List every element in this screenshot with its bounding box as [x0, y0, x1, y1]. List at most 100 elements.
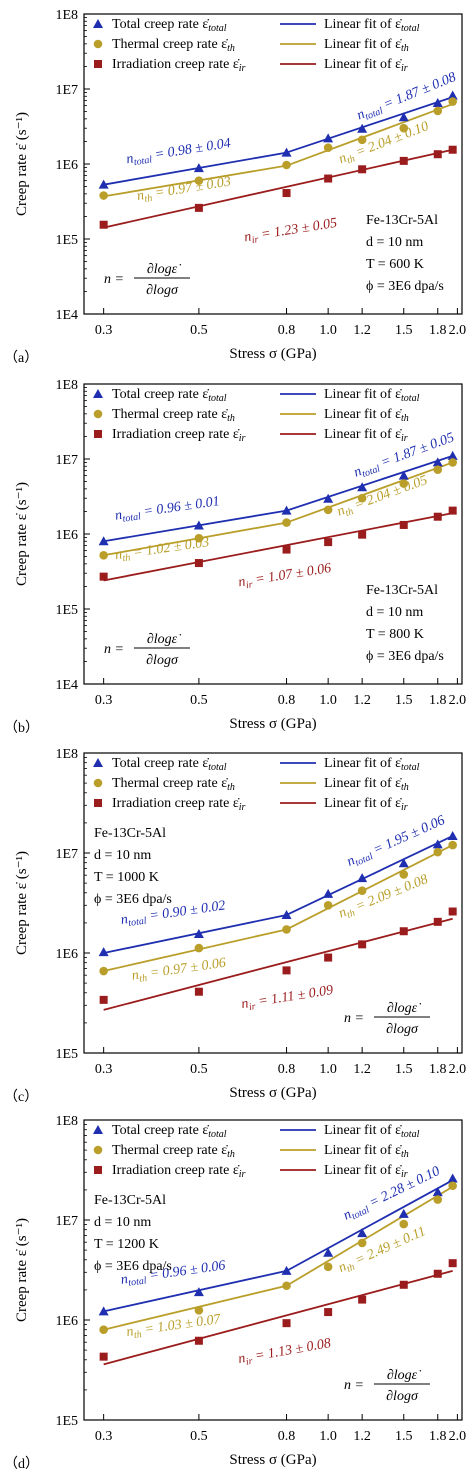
- data-point-thermal: [194, 1306, 204, 1315]
- fit-line-thermal: [286, 103, 453, 167]
- parameter-text: ϕ = 3E6 dpa/s: [366, 279, 444, 294]
- x-tick-label: 2.0: [449, 1062, 467, 1077]
- data-point-irradiation: [399, 520, 408, 529]
- fit-line-irradiation: [103, 917, 453, 1011]
- y-tick-label: 1E8: [55, 378, 78, 393]
- data-point-irradiation: [399, 927, 408, 936]
- x-tick-label: 0.5: [190, 693, 208, 708]
- parameter-text: d = 10 nm: [94, 848, 151, 863]
- x-tick-label: 0.3: [95, 1062, 113, 1077]
- data-point-total: [398, 470, 409, 480]
- y-axis-label: Creep rate ε̇ (s⁻¹): [14, 851, 30, 955]
- data-point-thermal: [282, 1281, 291, 1291]
- plot-frame: [83, 752, 463, 1054]
- legend-marker: [93, 758, 103, 767]
- data-point-total: [432, 1187, 443, 1197]
- data-point-total: [447, 450, 458, 460]
- legend-label: Thermal creep rate ε̇th: [112, 776, 235, 793]
- parameter-text: Fe-13Cr-5Al: [366, 213, 438, 228]
- data-point-thermal: [448, 458, 457, 467]
- parameter-text: Fe-13Cr-5Al: [366, 583, 438, 598]
- x-tick-label: 1.8: [429, 1062, 447, 1077]
- data-point-irradiation: [99, 1352, 108, 1361]
- legend-fit-label: Linear fit of ε̇th: [324, 1143, 409, 1160]
- chart-panel-a: 1E4 1E5 1E6 1E7 1E8 0.3 0.5 0.8 1.0 1.2 1.5 1.8 2.0 S…: [4, 8, 466, 366]
- data-point-irradiation: [324, 953, 333, 962]
- data-point-total: [193, 520, 204, 530]
- legend-fit-label: Linear fit of ε̇total: [324, 1123, 420, 1140]
- legend-label: Irradiation creep rate ε̇ir: [112, 796, 246, 813]
- fit-line-total: [286, 455, 453, 512]
- legend-fit-label: Linear fit of ε̇ir: [324, 57, 408, 74]
- data-point-total: [281, 505, 292, 515]
- data-point-irradiation: [433, 1269, 442, 1278]
- x-axis-label: Stress σ (GPa): [229, 1085, 316, 1101]
- data-point-total: [193, 928, 204, 938]
- data-point-total: [357, 123, 368, 133]
- data-point-total: [98, 536, 109, 546]
- parameter-text: Fe-13Cr-5Al: [94, 1193, 166, 1208]
- data-point-irradiation: [282, 1319, 291, 1328]
- legend-marker: [93, 778, 103, 788]
- data-point-irradiation: [433, 917, 442, 926]
- y-tick-label: 1E5: [55, 1047, 78, 1062]
- x-tick-label: 1.0: [319, 1429, 337, 1444]
- data-point-thermal: [323, 1262, 333, 1272]
- legend-label: Thermal creep rate ε̇th: [112, 37, 235, 54]
- legend-fit-label: Linear fit of ε̇total: [324, 756, 420, 773]
- legend-fit-label: Linear fit of ε̇ir: [324, 427, 408, 444]
- x-tick-label: 1.8: [429, 693, 447, 708]
- data-point-thermal: [323, 143, 333, 152]
- x-axis-label: Stress σ (GPa): [229, 346, 316, 362]
- data-point-thermal: [399, 1219, 409, 1229]
- fit-line-thermal: [286, 1185, 454, 1287]
- data-point-total: [323, 493, 334, 503]
- data-point-irradiation: [358, 530, 367, 539]
- data-point-total: [357, 1228, 368, 1238]
- y-tick-label: 1E8: [55, 1114, 78, 1129]
- legend-label: Total creep rate ε̇total: [112, 387, 227, 404]
- fit-line-thermal: [103, 1284, 287, 1331]
- formula-denominator: ∂logσ: [386, 1022, 419, 1037]
- data-point-total: [357, 482, 368, 492]
- panel-label: （d）: [4, 1456, 39, 1472]
- x-axis-label: Stress σ (GPa): [229, 716, 316, 732]
- legend-label: Thermal creep rate ε̇th: [112, 407, 235, 424]
- y-tick-label: 1E5: [55, 603, 78, 618]
- x-tick-label: 0.8: [278, 323, 296, 338]
- formula-lhs: n =: [344, 1378, 364, 1393]
- formula-numerator: ∂logε̇: [147, 262, 181, 277]
- data-point-irradiation: [448, 907, 457, 916]
- data-point-irradiation: [433, 150, 442, 159]
- data-point-thermal: [99, 191, 108, 200]
- x-tick-label: 1.0: [319, 693, 337, 708]
- slope-annotation: nir = 1.23 ± 0.05: [243, 216, 338, 247]
- y-tick-label: 1E7: [55, 1214, 78, 1229]
- x-tick-label: 1.2: [353, 1429, 371, 1444]
- data-point-total: [398, 112, 409, 122]
- data-point-irradiation: [448, 145, 457, 154]
- data-point-thermal: [99, 966, 108, 976]
- data-point-thermal: [194, 533, 204, 543]
- y-tick-label: 1E6: [55, 528, 78, 543]
- y-axis-label: Creep rate ε̇ (s⁻¹): [14, 112, 30, 216]
- data-point-thermal: [282, 518, 291, 527]
- slope-annotation: ntotal = 0.96 ± 0.01: [114, 494, 221, 526]
- slope-annotation: ntotal = 1.87 ± 0.08: [355, 70, 459, 125]
- x-tick-label: 1.5: [395, 1062, 413, 1077]
- data-point-total: [447, 830, 458, 840]
- fit-line-total: [286, 96, 453, 154]
- legend-marker: [93, 1145, 103, 1155]
- slope-annotation: nir = 1.07 ± 0.06: [237, 561, 332, 592]
- parameter-text: T = 800 K: [366, 627, 424, 642]
- data-point-irradiation: [194, 203, 203, 212]
- data-point-thermal: [448, 840, 457, 850]
- legend-marker: [93, 409, 103, 419]
- data-point-thermal: [357, 493, 367, 503]
- data-point-total: [323, 888, 334, 898]
- fit-line-thermal: [286, 844, 454, 931]
- fit-line-total: [103, 151, 287, 186]
- x-tick-label: 0.8: [278, 1062, 296, 1077]
- formula-denominator: ∂logσ: [146, 653, 179, 668]
- y-tick-label: 1E7: [55, 453, 78, 468]
